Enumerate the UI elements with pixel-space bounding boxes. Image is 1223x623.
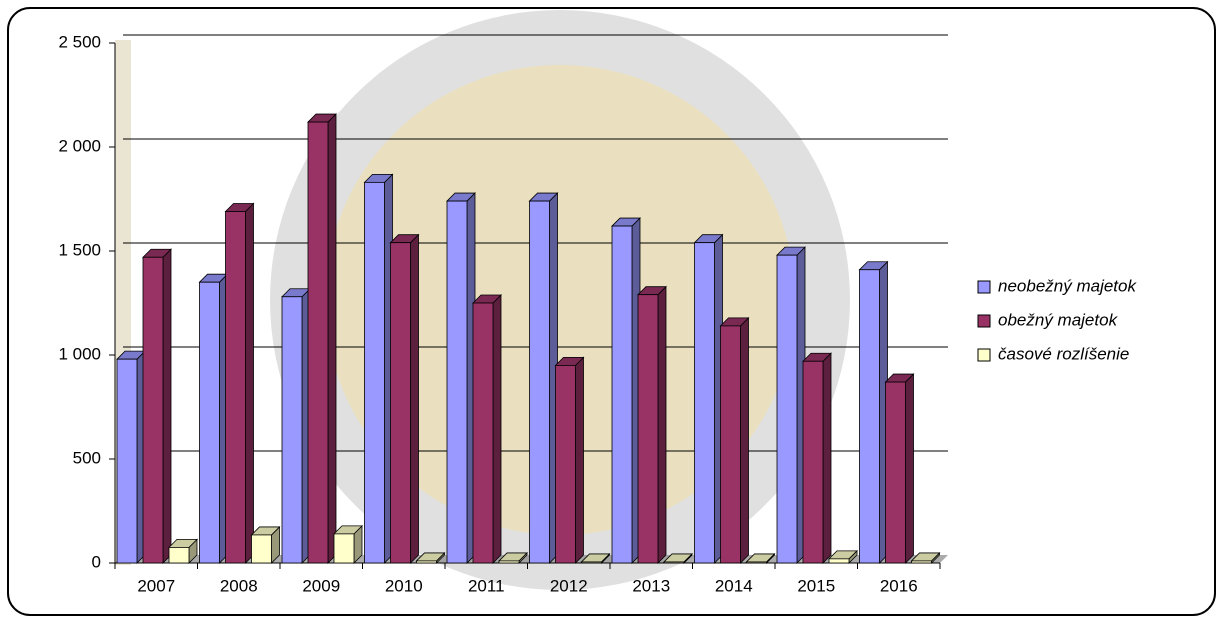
bar [225,211,246,564]
bar [581,561,602,564]
bar [694,242,715,564]
x-tick-label: 2009 [302,576,340,595]
legend-label: časové rozlíšenie [998,344,1129,363]
y-tick-label: 0 [92,552,101,571]
bar-side [245,202,254,564]
plot-area: 0 500 1 000 1 500 2 000 2 500 2007 2008 2009 2010… [58,32,948,595]
legend: neobežný majetok obežný majetok časové roz… [977,276,1137,363]
bar-side [657,285,667,564]
bar [416,560,437,564]
bar-side [410,233,419,564]
y-tick-label: 2 500 [58,32,101,51]
bar [746,561,767,564]
bar [828,558,850,564]
legend-swatch [977,348,991,362]
bar [611,225,633,564]
bar [390,242,411,564]
legend-swatch [977,280,991,294]
bar-side [905,373,914,564]
bar [529,200,550,564]
bar-side [162,248,172,564]
x-tick-label: 2013 [632,576,670,595]
bar [142,256,164,564]
bar [199,281,220,564]
bar [116,358,138,564]
bar-side [822,352,832,564]
bar [364,181,385,564]
x-tick-label: 2007 [137,576,175,595]
x-tick-label: 2011 [468,576,505,595]
bar [307,121,329,564]
y-tick-label: 1 000 [58,344,101,363]
y-tick-label: 1 500 [58,240,101,259]
bar [859,269,880,564]
bar-side [740,316,749,564]
x-tick-label: 2014 [715,576,753,595]
bar [911,560,932,564]
bar [168,547,190,564]
bar [720,325,741,564]
legend-label: obežný majetok [998,310,1119,329]
x-tick-label: 2012 [550,576,588,595]
bar-side [575,356,584,564]
bar [802,360,824,564]
bar [555,364,576,564]
bar [281,296,303,564]
bar [663,561,685,564]
bar [498,560,520,564]
bar [637,294,659,564]
bar-side [492,294,502,564]
bar [251,534,272,564]
x-tick-label: 2008 [220,576,258,595]
x-tick-label: 2016 [880,576,918,595]
x-tick-label: 2010 [385,576,423,595]
bar [333,533,355,564]
bar [472,302,494,564]
y-tick-label: 2 000 [58,136,101,155]
legend-label: neobežný majetok [998,276,1137,295]
legend-swatch [977,314,991,328]
x-tick-label: 2015 [797,576,835,595]
bar-side [327,113,337,564]
bar [885,381,906,564]
bar [776,254,798,564]
y-tick-label: 500 [73,448,101,467]
bar [446,200,468,564]
